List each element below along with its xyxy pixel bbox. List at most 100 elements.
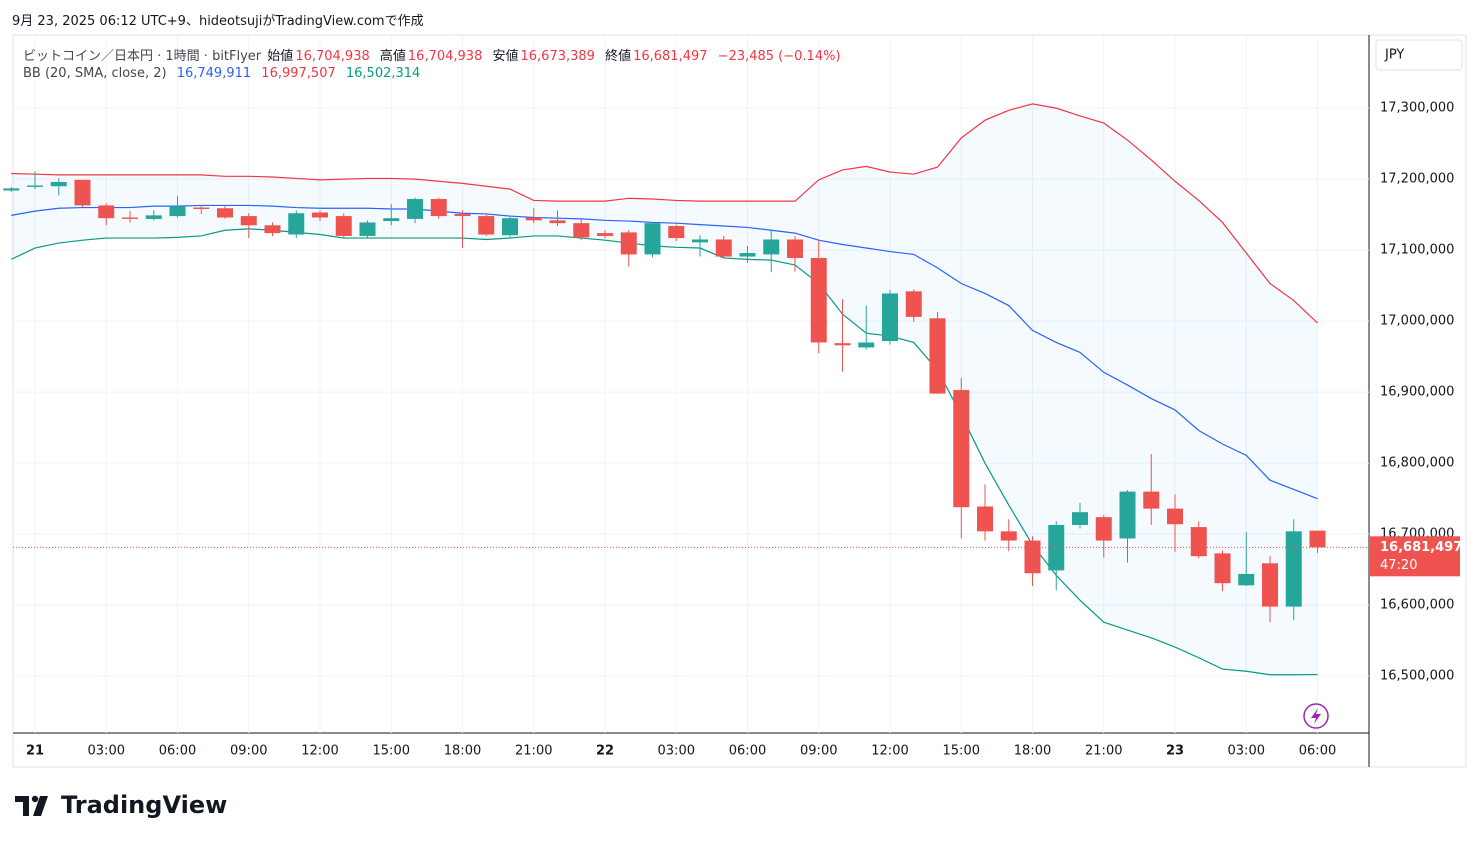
x-tick-label: 09:00 [800, 744, 837, 759]
candle-body [359, 222, 376, 236]
open-label: 始値 [267, 49, 294, 64]
x-tick-label: 21:00 [1085, 744, 1122, 759]
candle-body [502, 218, 518, 236]
indicator-label: BB (20, SMA, close, 2) [23, 66, 167, 81]
currency-box[interactable] [1375, 39, 1463, 71]
candle-body [335, 216, 352, 236]
candle-body [668, 226, 685, 239]
candle-body [454, 213, 471, 217]
low-label: 安値 [492, 49, 519, 64]
candle-body [98, 205, 115, 219]
y-tick-label: 16,800,000 [1380, 456, 1454, 471]
candle-body [573, 223, 590, 238]
x-tick-label: 21:00 [515, 744, 552, 759]
candle-body [644, 223, 661, 255]
candle-body [27, 185, 43, 187]
countdown: 47:20 [1380, 558, 1417, 573]
brand: TradingView [61, 791, 227, 819]
close-value: 16,681,497 [633, 49, 708, 64]
candle-body [264, 225, 281, 234]
y-tick-label: 17,300,000 [1380, 101, 1454, 116]
candle-body [169, 206, 186, 217]
x-tick-label: 18:00 [444, 744, 481, 759]
candle-body [1048, 524, 1065, 571]
close-label: 終値 [605, 49, 632, 64]
x-tick-label: 12:00 [301, 744, 338, 759]
candle-body [929, 318, 946, 394]
candle-body [905, 291, 922, 317]
candle-body [240, 216, 257, 226]
candle-body [312, 212, 328, 218]
chart-frame [12, 34, 1467, 768]
candle-body [810, 257, 827, 343]
lower-line [10, 228, 1318, 676]
change-value: −23,485 (−0.14%) [717, 49, 841, 64]
candle-body [1167, 508, 1183, 525]
candle-body [1262, 563, 1278, 607]
candle-body [787, 239, 803, 258]
candle-body [383, 218, 400, 222]
candle-body [74, 179, 91, 206]
alert-icon-bolt [1311, 708, 1321, 724]
candle-body [217, 208, 233, 218]
x-tick-label: 06:00 [159, 744, 196, 759]
candle-body [1000, 531, 1017, 541]
x-tick-label: 06:00 [1299, 744, 1336, 759]
last-price-label: 16,681,497 [1380, 540, 1462, 555]
y-tick-label: 16,600,000 [1380, 598, 1454, 613]
last-price-box [1370, 536, 1460, 577]
basis-value: 16,749,911 [176, 66, 252, 81]
candle-body [763, 239, 780, 255]
candle-body [1238, 573, 1255, 586]
grid [13, 35, 1369, 733]
candle-body [1309, 530, 1326, 548]
x-tick-label: 21 [26, 744, 44, 759]
candle-body [715, 239, 732, 257]
candle-body [834, 343, 851, 346]
candle-body [620, 232, 637, 255]
candle-body [193, 207, 210, 209]
basis-line [11, 204, 1318, 500]
candle-body [407, 199, 423, 219]
candle-body [858, 342, 875, 348]
logo-part [31, 795, 39, 803]
candle-body [3, 188, 20, 191]
indicator-legend: BB (20, SMA, close, 2) 16,749,911 16,997… [23, 66, 422, 81]
y-tick-label: 16,900,000 [1380, 385, 1454, 400]
candle-body [1214, 553, 1231, 584]
x-tick-label: 12:00 [871, 744, 908, 759]
candle-body [1143, 491, 1160, 509]
candle-body [430, 199, 447, 217]
candle-body [1119, 491, 1136, 539]
candle-body [549, 220, 566, 224]
x-tick-label: 23 [1166, 744, 1184, 759]
x-tick-label: 06:00 [729, 744, 766, 759]
candle-body [1095, 517, 1112, 541]
candle-body [1072, 512, 1088, 525]
upper-value: 16,997,507 [261, 66, 336, 81]
open-value: 16,704,938 [295, 49, 370, 64]
y-tick-label: 17,100,000 [1380, 243, 1454, 258]
candle-body [288, 213, 305, 235]
x-tick-label: 03:00 [1228, 744, 1265, 759]
currency: JPY [1384, 48, 1404, 63]
x-tick-label: 03:00 [658, 744, 695, 759]
candle-body [145, 215, 162, 219]
x-tick-label: 22 [596, 744, 614, 759]
y-tick-label: 17,200,000 [1380, 172, 1454, 187]
brand-logo: TradingView [15, 791, 227, 819]
y-tick-label: 16,500,000 [1380, 669, 1454, 684]
low-value: 16,673,389 [520, 49, 595, 64]
candle-body [977, 506, 993, 532]
logo-part [33, 796, 48, 816]
x-tick-label: 15:00 [373, 744, 410, 759]
band-fill [11, 103, 1318, 675]
plot [3, 103, 1369, 676]
x-tick-label: 09:00 [230, 744, 267, 759]
candle-body [1285, 531, 1302, 607]
candle-body [739, 252, 756, 257]
y-tick-label: 17,000,000 [1380, 314, 1454, 329]
x-tick-label: 18:00 [1014, 744, 1051, 759]
